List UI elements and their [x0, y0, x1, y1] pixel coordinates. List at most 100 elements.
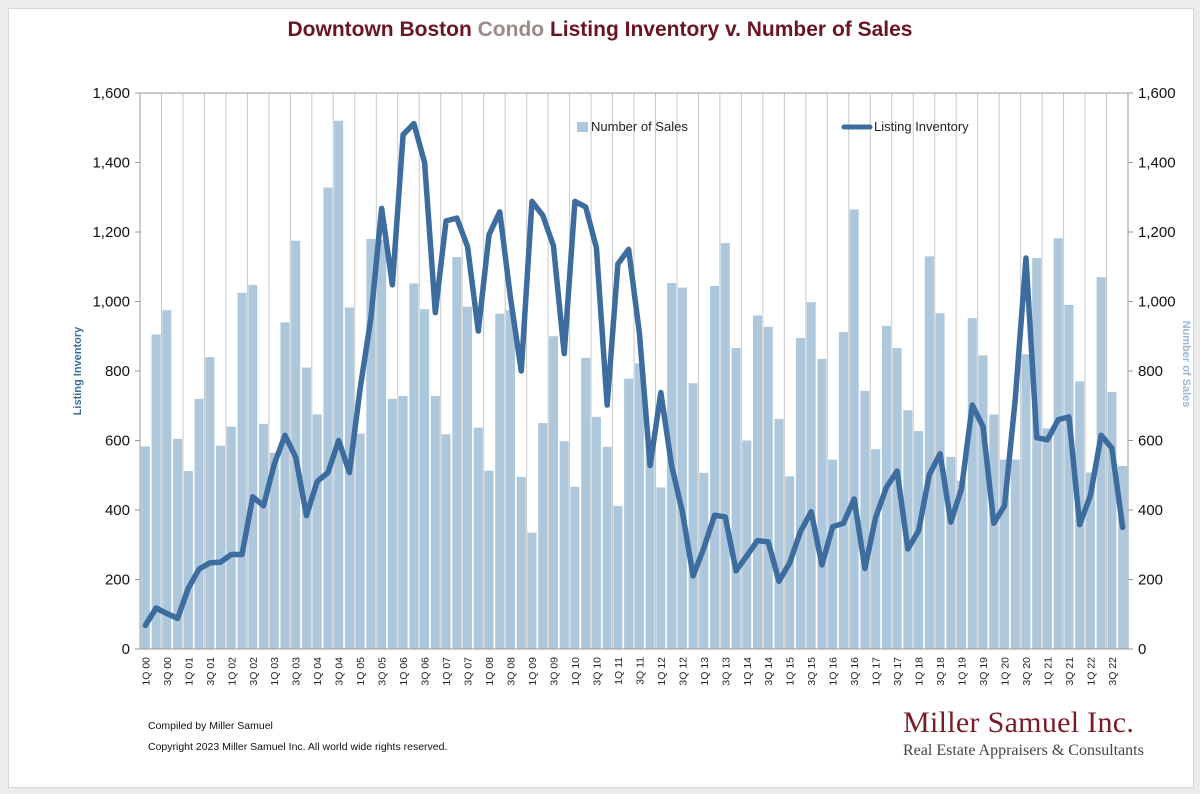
y-tick-label-left: 0	[122, 641, 130, 658]
legend-swatch-number-of-sales	[577, 122, 588, 132]
x-tick-label: 3Q 16	[849, 657, 861, 686]
bar-number-of-sales	[602, 446, 612, 649]
bar-number-of-sales	[452, 257, 462, 649]
x-tick-label: 3Q 19	[978, 657, 990, 686]
x-tick-label: 3Q 04	[334, 657, 346, 686]
x-tick-label: 1Q 02	[226, 657, 238, 686]
y-tick-label-right: 1,600	[1138, 85, 1176, 102]
y-tick-label-left: 1,600	[92, 85, 130, 102]
bar-number-of-sales	[495, 313, 505, 649]
bar-number-of-sales	[559, 441, 569, 649]
y-tick-label-left: 1,200	[92, 224, 130, 241]
x-tick-label: 3Q 00	[162, 657, 174, 686]
x-tick-label: 3Q 13	[720, 657, 732, 686]
x-tick-label: 3Q 02	[248, 657, 260, 686]
chart-title: Downtown Boston Condo Listing Inventory …	[0, 18, 1200, 42]
title-part-condo: Condo	[477, 18, 545, 41]
x-tick-label: 3Q 20	[1021, 657, 1033, 686]
line-layer	[142, 120, 1126, 629]
bar-number-of-sales	[1118, 465, 1128, 649]
y-tick-label-left: 1,000	[92, 294, 130, 311]
bar-number-of-sales	[1032, 258, 1042, 649]
bar-number-of-sales	[699, 472, 709, 649]
x-tick-label: 1Q 20	[1000, 657, 1012, 686]
bar-number-of-sales	[935, 313, 945, 649]
bar-number-of-sales	[624, 378, 634, 649]
bar-number-of-sales	[1021, 354, 1031, 649]
bar-number-of-sales	[752, 315, 763, 649]
bar-number-of-sales	[484, 470, 494, 649]
x-tick-label: 1Q 00	[140, 657, 152, 686]
bar-number-of-sales	[323, 187, 333, 649]
x-tick-label: 3Q 09	[548, 657, 560, 686]
x-tick-label: 1Q 01	[183, 657, 195, 686]
x-tick-label: 1Q 03	[269, 657, 281, 686]
bar-number-of-sales	[269, 452, 279, 649]
bar-number-of-sales	[967, 318, 977, 649]
bar-number-of-sales	[516, 476, 526, 649]
bar-number-of-sales	[398, 396, 408, 649]
x-tick-label: 1Q 07	[441, 657, 453, 686]
bar-number-of-sales	[849, 209, 859, 649]
x-tick-label: 3Q 22	[1107, 657, 1119, 686]
title-part-listing-inventory: Listing Inventory v. Number of Sales	[544, 18, 913, 41]
bar-number-of-sales	[946, 456, 956, 649]
bar-number-of-sales	[892, 348, 902, 649]
y-tick-label-right: 1,200	[1138, 224, 1176, 241]
right-axis-title: Number of Sales	[1180, 321, 1192, 408]
x-tick-label: 3Q 01	[205, 657, 217, 686]
x-tick-label: 3Q 10	[591, 657, 603, 686]
bar-number-of-sales	[1085, 472, 1095, 649]
bar-number-of-sales	[828, 459, 838, 649]
y-tick-label-left: 1,400	[92, 155, 130, 172]
bar-number-of-sales	[409, 283, 419, 649]
bar-number-of-sales	[463, 306, 473, 649]
bar-number-of-sales	[473, 427, 483, 649]
axis-layer: 0 0 200 200 400 400 600 600 800 800 1,000 1,000 1,20…	[92, 85, 1175, 686]
y-tick-label-right: 800	[1138, 363, 1163, 380]
x-tick-label: 1Q 19	[957, 657, 969, 686]
series-line-listing-inventory	[142, 120, 1126, 629]
brand-tagline: Real Estate Appraisers & Consultants	[903, 742, 1144, 759]
bar-number-of-sales	[720, 243, 730, 649]
footer-compiled: Compiled by Miller Samuel	[148, 720, 273, 732]
bar-number-of-sales	[194, 398, 204, 649]
bar-number-of-sales	[1053, 238, 1063, 649]
bar-number-of-sales	[527, 532, 537, 649]
legend-label-number-of-sales: Number of Sales	[591, 119, 688, 134]
bar-number-of-sales	[860, 390, 870, 649]
bar-number-of-sales	[1064, 304, 1074, 649]
y-tick-label-right: 1,000	[1138, 294, 1176, 311]
bar-number-of-sales	[140, 446, 150, 649]
bar-number-of-sales	[957, 480, 967, 649]
bar-number-of-sales	[248, 284, 258, 649]
x-tick-label: 1Q 09	[527, 657, 539, 686]
bar-number-of-sales	[731, 348, 741, 649]
y-tick-label-right: 600	[1138, 433, 1163, 450]
x-tick-label: 1Q 08	[484, 657, 496, 686]
legend-label-listing-inventory: Listing Inventory	[874, 119, 969, 134]
bar-number-of-sales	[205, 357, 215, 649]
x-tick-label: 3Q 03	[291, 657, 303, 686]
x-tick-label: 3Q 05	[377, 657, 389, 686]
y-tick-label-right: 0	[1138, 641, 1146, 658]
bar-number-of-sales	[548, 336, 558, 649]
x-tick-label: 3Q 06	[420, 657, 432, 686]
footer: Compiled by Miller Samuel Copyright 2023…	[148, 716, 447, 758]
x-tick-label: 1Q 11	[613, 657, 625, 685]
bar-number-of-sales	[226, 426, 236, 649]
bar-number-of-sales	[656, 487, 666, 649]
y-tick-label-left: 200	[105, 572, 130, 589]
bar-number-of-sales	[258, 423, 269, 649]
bar-number-of-sales	[645, 441, 655, 649]
x-tick-label: 3Q 21	[1064, 657, 1076, 686]
y-tick-label-left: 400	[105, 502, 130, 519]
bar-number-of-sales	[817, 358, 827, 649]
x-tick-label: 3Q 08	[506, 657, 518, 686]
x-tick-label: 3Q 18	[935, 657, 947, 686]
x-tick-label: 1Q 16	[828, 657, 840, 686]
bar-number-of-sales	[420, 309, 430, 649]
brand-name: Miller Samuel Inc.	[903, 706, 1135, 739]
bar-number-of-sales	[162, 310, 172, 649]
x-tick-label: 1Q 18	[914, 657, 926, 686]
